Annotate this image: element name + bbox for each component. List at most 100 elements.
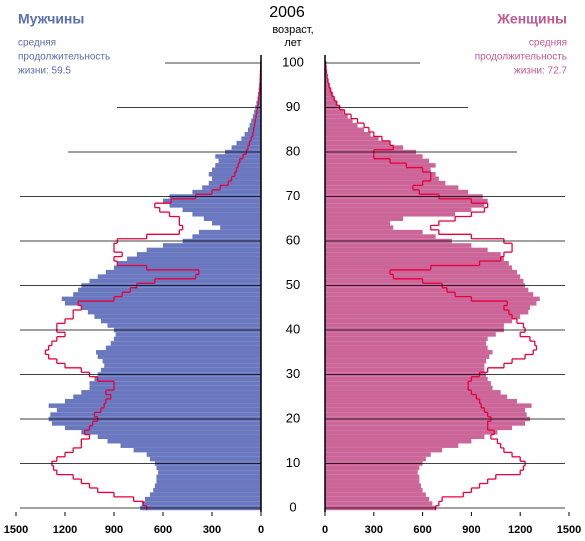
bar [133,447,261,453]
bar [61,296,261,302]
bar [89,278,261,284]
bar [107,439,261,444]
bar [105,269,261,275]
bar [56,407,262,413]
bar [78,287,261,293]
panel-note: средняя [18,38,56,49]
bar [325,252,501,257]
bar [81,390,261,395]
bar [325,425,513,431]
panel-note: продолжительность [475,52,567,63]
bar [325,265,513,270]
bar [115,332,261,337]
panel-note: продолжительность [18,52,110,63]
bar [325,483,421,488]
bar [325,341,487,346]
bar [325,456,426,462]
bar [50,412,261,417]
bar [325,91,334,97]
bar [65,425,261,431]
bar [212,220,261,226]
bar [325,443,459,448]
bar [102,358,261,364]
bar [325,109,344,115]
bar [73,394,262,399]
bar [215,154,261,159]
x-tick-label: 600 [154,524,172,536]
bar [97,354,262,359]
bar [247,127,261,132]
bar [325,390,501,395]
bar [236,140,261,146]
y-tick-label: 30 [286,366,300,381]
bar [252,114,261,119]
bar [325,96,336,101]
bar [325,269,517,275]
bar [325,407,526,413]
bar [325,398,517,404]
bar [325,145,404,150]
bar [325,465,420,471]
bar [97,434,262,440]
bar [325,180,446,186]
bar [325,305,530,310]
bar [325,367,485,373]
bar [89,385,261,391]
bar [325,78,329,84]
bar [81,305,261,310]
bar [202,185,261,190]
bar [325,114,348,119]
bar [325,127,365,132]
bar [198,229,261,235]
bar [145,496,261,502]
bar [182,207,261,213]
bar [65,398,261,404]
bar [110,341,261,346]
y-tick-label: 10 [286,455,300,470]
bar [163,198,261,204]
bar [325,354,490,359]
bar [120,443,262,448]
bar [325,256,504,262]
bar [325,345,488,351]
bar [136,252,261,257]
bar [141,501,261,506]
bar [208,180,261,186]
bar [169,203,261,208]
bar [94,376,262,382]
panel-note: жизни: 72.7 [514,66,567,77]
x-tick-label: 600 [413,524,431,536]
bar [325,501,433,506]
panel-title: Женщины [496,11,567,27]
bar [325,314,521,319]
bar [325,376,488,382]
bar [325,318,513,324]
bar [325,301,537,306]
y-tick-label: 20 [286,410,300,425]
x-tick-label: 900 [105,524,123,536]
bar [325,198,488,204]
bar [325,225,394,230]
bar [325,309,529,315]
bar [149,456,261,462]
bar [325,496,430,502]
bar [325,474,420,480]
x-tick-label: 300 [365,524,383,536]
chart-title: 2006 [269,4,305,21]
bar [114,336,261,342]
bar [325,136,379,141]
bar [325,176,439,181]
bar [325,447,443,453]
bar [89,381,261,386]
bar [96,350,262,355]
panel-title: Мужчины [18,11,84,27]
bar [325,229,423,235]
y-axis-label: возраст, [272,24,313,36]
bar [325,487,423,493]
y-tick-label: 90 [286,99,300,114]
x-tick-label: 0 [322,524,328,536]
bar [325,118,353,124]
bar [325,287,529,293]
bar [325,421,526,426]
bar [117,261,262,266]
